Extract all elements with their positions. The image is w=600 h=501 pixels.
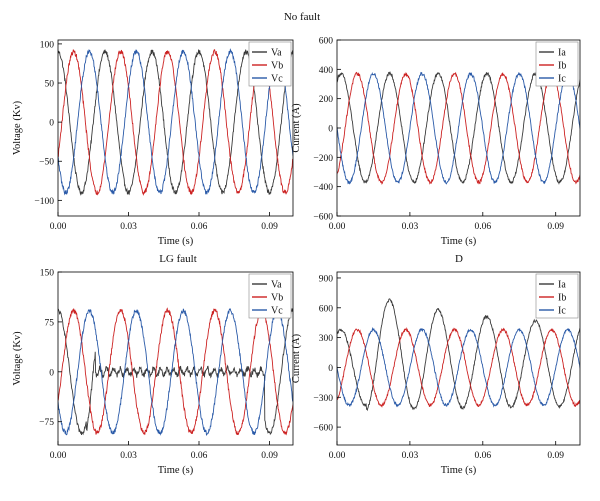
x-tick-label: 0.03 [120, 451, 137, 461]
x-axis-label: Time (s) [441, 236, 477, 247]
series-line-ia [337, 298, 580, 412]
legend-label-vb: Vb [271, 293, 283, 304]
series-line-ic [337, 71, 580, 185]
row1-title: No fault [284, 11, 320, 23]
y-tick-label: 0 [49, 368, 54, 378]
y-tick-label: 150 [40, 269, 55, 279]
legend-label-ia: Ia [558, 280, 566, 291]
legend-label-vc: Vc [271, 306, 283, 317]
y-tick-label: 300 [319, 334, 334, 344]
legend-label-vb: Vb [271, 61, 283, 72]
plot-area [337, 298, 580, 412]
series-line-ib [337, 327, 580, 408]
plot-frame [57, 39, 294, 217]
y-tick-label: −200 [313, 154, 333, 164]
x-tick-label: 0.09 [547, 451, 564, 461]
x-tick-label: 0.06 [474, 222, 491, 232]
y-tick-label: −300 [313, 394, 333, 404]
legend-label-ia: Ia [558, 48, 566, 59]
legend: Va Vb Vc [248, 273, 292, 319]
x-tick-label: 0.09 [547, 222, 564, 232]
x-tick-label: 0.00 [329, 222, 346, 232]
x-tick-label: 0.00 [50, 222, 67, 232]
legend-box [535, 273, 579, 319]
plot-area [58, 48, 293, 196]
y-axis-label: Current (A) [291, 103, 302, 153]
y-tick-label: −400 [313, 183, 333, 193]
y-tick-label: 50 [45, 80, 55, 90]
legend-box [248, 41, 292, 87]
plot-area [58, 307, 293, 436]
legend-label-ic: Ic [558, 74, 566, 85]
series-line-ic [337, 326, 580, 408]
x-axis-label: Time (s) [158, 465, 194, 476]
y-tick-label: −100 [34, 197, 54, 207]
legend: Ia Ib Ic [535, 41, 579, 87]
plot-area [337, 70, 580, 185]
y-tick-label: −75 [39, 418, 54, 428]
x-axis-label: Time (s) [158, 236, 194, 247]
panel-3: 0.00 0.03 0.06 0.09 150 75 0 −75 Time (s) Voltage… [12, 269, 294, 476]
y-tick-label: 75 [45, 318, 55, 328]
x-tick-label: 0.06 [191, 451, 208, 461]
panel-d-title: D [455, 253, 463, 265]
panel-1: 0.00 0.03 0.06 0.09 100 50 0 −50 −100 Time (s) Vol… [12, 39, 294, 247]
y-tick-label: 600 [319, 37, 334, 47]
y-axis-label: Current (A) [291, 333, 302, 383]
legend-label-ic: Ic [558, 306, 566, 317]
y-tick-label: 0 [49, 119, 54, 129]
x-tick-label: 0.09 [261, 451, 278, 461]
series-line-vc [58, 308, 293, 436]
x-tick-label: 0.00 [329, 451, 346, 461]
x-tick-label: 0.03 [120, 222, 137, 232]
y-tick-label: 0 [328, 125, 333, 135]
y-tick-label: 600 [319, 304, 334, 314]
x-axis-label: Time (s) [441, 465, 477, 476]
series-line-vc [58, 48, 293, 196]
panel-2: 0.00 0.03 0.06 0.09 600 400 200 0 −200 −400 −600 Ti… [291, 37, 581, 247]
legend-label-vc: Vc [271, 74, 283, 85]
y-tick-label: 400 [319, 66, 334, 76]
y-tick-label: −50 [39, 158, 54, 168]
y-tick-label: 0 [328, 364, 333, 374]
y-tick-label: 100 [40, 40, 55, 50]
plot-frame [57, 271, 294, 446]
y-tick-label: −600 [313, 213, 333, 223]
y-axis-label: Voltage (Kv) [12, 100, 23, 155]
legend-label-va: Va [271, 280, 282, 291]
y-tick-label: 200 [319, 95, 334, 105]
y-tick-label: −600 [313, 424, 333, 434]
legend-box [535, 41, 579, 87]
panel-4: 0.00 0.03 0.06 0.09 900 600 300 0 −300 −600 Time (… [291, 271, 581, 476]
plot-frame [336, 271, 581, 446]
x-tick-label: 0.00 [50, 451, 67, 461]
x-tick-label: 0.06 [191, 222, 208, 232]
x-tick-label: 0.06 [474, 451, 491, 461]
row2-title: LG fault [159, 253, 197, 265]
x-tick-label: 0.09 [261, 222, 278, 232]
legend: Va Vb Vc [248, 41, 292, 87]
legend-label-ib: Ib [558, 293, 566, 304]
y-tick-label: 900 [319, 274, 334, 284]
y-axis-label: Voltage (Kv) [12, 331, 23, 386]
x-tick-label: 0.03 [402, 451, 419, 461]
legend: Ia Ib Ic [535, 273, 579, 319]
legend-label-va: Va [271, 48, 282, 59]
legend-label-ib: Ib [558, 61, 566, 72]
series-line-va [58, 307, 293, 436]
series-line-ib [337, 71, 580, 185]
legend-box [248, 273, 292, 319]
x-tick-label: 0.03 [402, 222, 419, 232]
